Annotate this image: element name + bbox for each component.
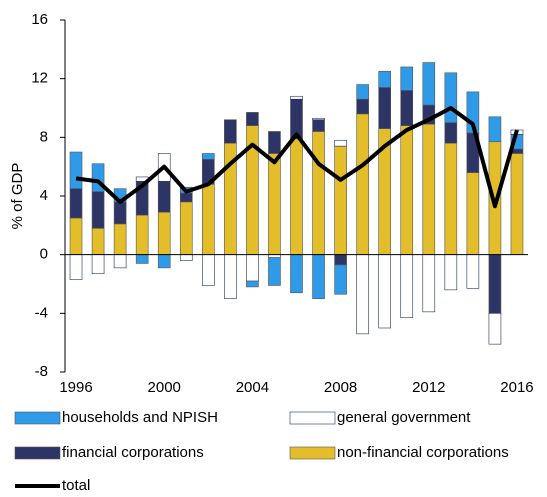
bar-segment	[488, 313, 502, 345]
x-tick-label: 2000	[148, 379, 181, 396]
bar-segment	[466, 172, 480, 255]
bar-segment	[91, 191, 105, 229]
bar-segment	[268, 257, 281, 286]
bar-segment	[444, 122, 458, 144]
bar-segment	[312, 117, 325, 121]
bar-segment	[510, 153, 524, 255]
legend-label: financial corporations	[62, 444, 204, 461]
legend-swatch	[289, 411, 336, 425]
bar-segment	[135, 214, 149, 255]
y-tick-label: 4	[40, 187, 48, 204]
bar-segment	[69, 151, 83, 189]
bar-segment	[444, 72, 458, 123]
bar-segment	[334, 254, 347, 266]
x-tick-label: 2004	[236, 379, 269, 396]
x-tick-label: 2012	[412, 379, 445, 396]
y-tick-label: 12	[31, 70, 48, 87]
bar-segment	[356, 98, 369, 115]
bar-segment	[224, 254, 237, 299]
bar-segment	[113, 201, 127, 225]
bar-segment	[422, 254, 436, 313]
bar-segment	[202, 183, 215, 255]
bar-segment	[334, 139, 347, 147]
bar-segment	[113, 254, 127, 269]
bar-segment	[488, 254, 502, 314]
bar-segment	[466, 254, 480, 289]
legend-swatch	[14, 446, 61, 460]
bar-segment	[268, 131, 281, 154]
bar-segment	[378, 254, 391, 329]
bar-segment	[334, 145, 347, 255]
bar-segment	[202, 153, 215, 160]
bar-segment	[202, 254, 215, 286]
bar-segment	[246, 254, 259, 282]
bar-segment	[91, 254, 105, 275]
bar-segment	[400, 125, 414, 255]
y-tick-label: 8	[40, 128, 48, 145]
legend-label: total	[62, 477, 90, 492]
bar-segment	[113, 223, 127, 255]
bar-segment	[312, 254, 325, 299]
bar-segment	[356, 113, 369, 255]
x-tick-label: 1996	[59, 379, 92, 396]
total-line	[75, 106, 519, 209]
bar-segment	[400, 254, 414, 319]
x-tick-label: 2016	[500, 379, 533, 396]
bar-segment	[224, 119, 237, 144]
bar-segment	[356, 254, 369, 335]
bar-segment	[312, 119, 325, 132]
bar-segment	[444, 254, 458, 291]
bar-segment	[290, 138, 303, 255]
bar-segment	[179, 192, 193, 203]
bar-segment	[488, 116, 502, 143]
legend-swatch	[14, 411, 61, 425]
y-axis-label: % of GDP	[9, 163, 26, 230]
bar-segment	[444, 142, 458, 255]
legend-label: households and NPISH	[62, 409, 218, 426]
bar-segment	[157, 254, 171, 269]
y-tick-label: -8	[35, 363, 48, 380]
bar-segment	[157, 211, 171, 255]
bar-segment	[378, 71, 391, 88]
bar-segment	[69, 217, 83, 255]
bar-segment	[356, 84, 369, 100]
bar-segment	[312, 131, 325, 255]
bar-segment	[400, 90, 414, 126]
bar-segment	[268, 153, 281, 255]
bar-segment	[246, 280, 259, 288]
legend-label: general government	[337, 409, 471, 426]
bar-segment	[400, 66, 414, 91]
bar-segment	[290, 254, 303, 294]
bar-segment	[422, 62, 436, 106]
bar-segment	[290, 95, 303, 100]
bar-segment	[157, 181, 171, 213]
bar-segment	[91, 227, 105, 255]
bar-segment	[69, 188, 83, 219]
bar-segment	[246, 112, 259, 126]
legend-label: non-financial corporations	[337, 444, 509, 461]
bar-segment	[334, 264, 347, 295]
bar-segment	[378, 87, 391, 129]
bar-segment	[135, 254, 149, 264]
y-tick-label: 16	[31, 11, 48, 28]
y-tick-label: 0	[40, 246, 48, 263]
bar-segment	[422, 123, 436, 255]
legend-swatch	[289, 446, 336, 460]
bar-segment	[179, 201, 193, 255]
x-tick-label: 2008	[324, 379, 357, 396]
y-tick-label: -4	[35, 304, 48, 321]
bar-segment	[179, 254, 193, 261]
bar-segment	[69, 254, 83, 280]
